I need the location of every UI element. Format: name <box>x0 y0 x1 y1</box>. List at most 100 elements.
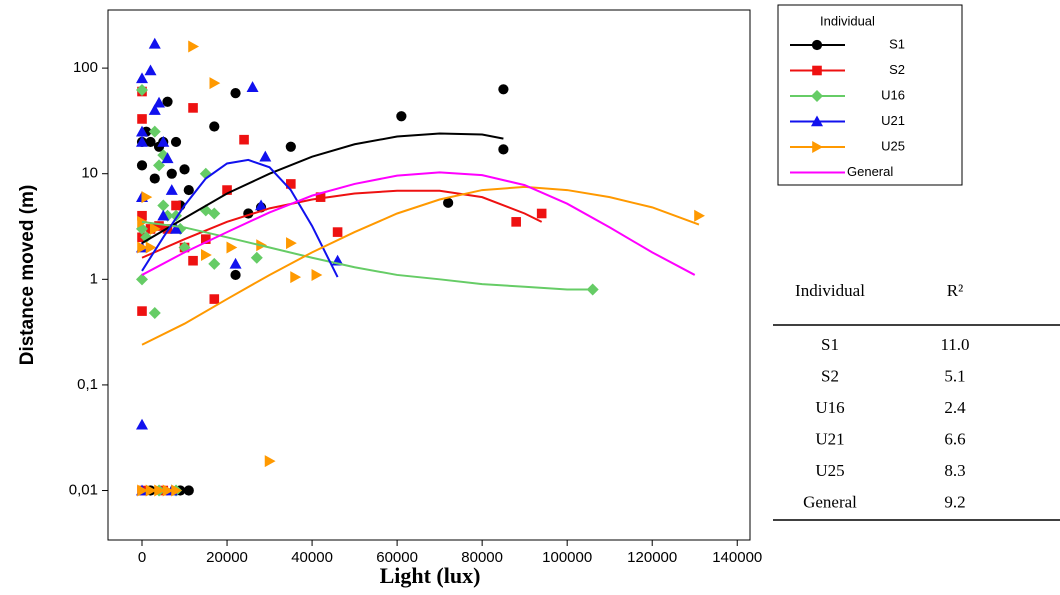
legend-label: S2 <box>889 62 905 77</box>
fit-line <box>141 132 504 245</box>
point <box>136 160 148 171</box>
point <box>166 168 177 179</box>
table-header: R² <box>947 281 963 300</box>
point <box>443 197 454 208</box>
point <box>149 222 161 235</box>
point <box>183 184 194 196</box>
point <box>137 210 147 221</box>
point <box>396 111 407 122</box>
point <box>137 241 149 254</box>
point <box>188 255 198 266</box>
point <box>145 484 157 497</box>
point <box>200 248 212 261</box>
legend-marker <box>811 39 823 51</box>
point <box>162 484 174 497</box>
table-cell: 9.2 <box>944 492 965 511</box>
point <box>149 173 160 184</box>
y-axis-label: Distance moved (m) <box>17 185 38 366</box>
point <box>154 484 166 497</box>
table-cell: U21 <box>815 429 844 448</box>
point <box>286 237 297 250</box>
table-header: Individual <box>795 281 865 300</box>
x-tick-label: 20000 <box>206 549 248 566</box>
point <box>165 184 178 195</box>
point <box>229 257 242 269</box>
fit-line <box>141 158 339 278</box>
point <box>170 222 183 234</box>
point <box>170 136 182 148</box>
point <box>157 199 170 212</box>
point <box>136 84 149 97</box>
legend-label: U16 <box>881 87 905 102</box>
point <box>188 103 198 113</box>
table-cell: 6.6 <box>944 429 965 448</box>
legend-marker <box>811 115 823 127</box>
point <box>315 192 326 202</box>
point <box>239 134 249 145</box>
point <box>157 135 170 147</box>
legend-marker <box>812 141 823 153</box>
table-cell: 5.1 <box>944 366 965 385</box>
point <box>148 125 161 138</box>
point <box>250 251 263 264</box>
y-tick-label: 0,1 <box>77 376 98 393</box>
point <box>140 231 153 244</box>
point <box>285 141 296 152</box>
point <box>153 96 166 108</box>
y-tick-label: 100 <box>73 59 98 76</box>
point <box>137 484 149 497</box>
legend-label: U25 <box>881 138 905 153</box>
point <box>145 136 156 148</box>
fit-line <box>141 171 696 276</box>
point <box>154 221 164 231</box>
point <box>209 77 221 90</box>
legend-label: S1 <box>889 36 905 51</box>
point <box>209 121 220 132</box>
point <box>141 191 153 204</box>
x-tick-label: 140000 <box>712 549 762 566</box>
point <box>511 217 521 227</box>
point <box>136 125 149 137</box>
table-cell: 2.4 <box>944 398 966 417</box>
point <box>148 104 161 115</box>
point <box>264 455 276 468</box>
x-tick-label: 40000 <box>291 549 333 566</box>
table-cell: U16 <box>815 398 844 417</box>
point <box>255 199 268 211</box>
table-cell: S2 <box>821 366 839 385</box>
point <box>208 257 221 270</box>
table-cell: S1 <box>821 335 839 354</box>
point <box>200 234 211 244</box>
x-axis-label: Light (lux) <box>380 563 481 588</box>
legend-marker <box>811 90 823 102</box>
plot-frame <box>107 9 751 541</box>
point <box>230 87 241 99</box>
y-tick-label: 1 <box>90 270 98 287</box>
point <box>246 81 259 92</box>
x-tick-label: 80000 <box>461 549 503 566</box>
point <box>148 306 161 319</box>
y-tick-label: 0,01 <box>69 481 98 498</box>
point <box>136 273 149 286</box>
point <box>179 164 190 175</box>
point <box>144 64 157 76</box>
point <box>137 306 147 316</box>
fit-line <box>141 185 700 346</box>
point <box>226 241 238 254</box>
point <box>286 179 296 189</box>
legend-label: U21 <box>881 113 905 128</box>
point <box>171 484 183 497</box>
fit-line <box>141 189 543 259</box>
point <box>222 185 232 195</box>
point <box>137 114 147 124</box>
table-cell: 11.0 <box>940 335 969 354</box>
point <box>498 144 509 155</box>
point <box>161 152 174 164</box>
point <box>136 135 149 147</box>
point <box>208 207 221 220</box>
point <box>183 485 194 496</box>
x-tick-label: 0 <box>138 549 146 566</box>
x-tick-label: 100000 <box>542 549 592 566</box>
y-tick-label: 10 <box>81 165 98 182</box>
point <box>332 227 343 237</box>
